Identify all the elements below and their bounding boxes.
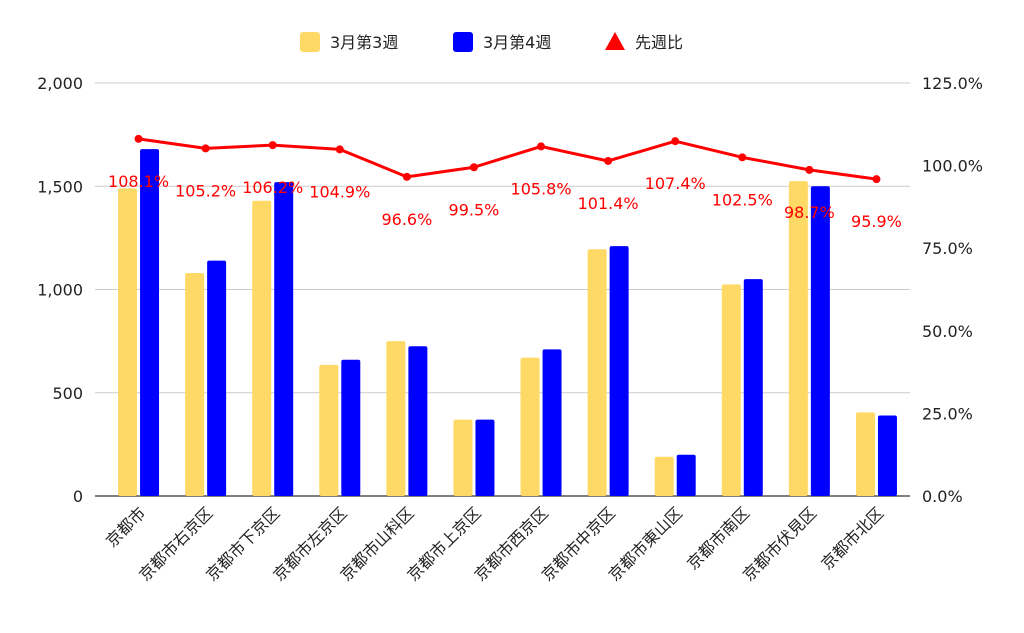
- bar: [520, 357, 540, 496]
- bar: [408, 346, 428, 496]
- ratio-point: [402, 172, 411, 181]
- ratio-data-label: 102.5%: [712, 190, 773, 209]
- bars: [118, 149, 897, 496]
- ratio-data-label: 104.9%: [309, 182, 370, 201]
- legend: 3月第3週 3月第4週 先週比: [300, 32, 683, 52]
- bar: [654, 456, 674, 496]
- bar: [676, 454, 696, 496]
- right-tick-label: 125.0%: [922, 74, 983, 93]
- category-label: 京都市: [102, 503, 149, 550]
- legend-label: 3月第4週: [483, 33, 551, 52]
- left-tick-label: 1,000: [37, 281, 83, 300]
- ratio-point: [604, 156, 613, 165]
- ratio-line: [134, 134, 881, 184]
- left-tick-label: 0: [73, 487, 83, 506]
- left-tick-label: 1,500: [37, 177, 83, 196]
- legend-item-week4: 3月第4週: [453, 32, 551, 52]
- ratio-point: [805, 165, 814, 174]
- category-label: 京都市北区: [817, 503, 887, 573]
- ratio-point: [738, 153, 747, 162]
- ratio-point: [469, 163, 478, 172]
- bar: [587, 249, 607, 496]
- bar: [810, 186, 830, 496]
- ratio-data-label: 98.7%: [784, 203, 835, 222]
- left-tick-label: 500: [52, 384, 83, 403]
- bar: [140, 149, 160, 496]
- right-tick-label: 100.0%: [922, 157, 983, 176]
- legend-triangle-icon: [605, 32, 625, 50]
- category-label: 京都市南区: [683, 503, 753, 573]
- ratio-point: [537, 142, 546, 151]
- bar: [877, 415, 897, 496]
- right-tick-label: 0.0%: [922, 487, 963, 506]
- bar: [185, 272, 205, 496]
- data-labels: 108.1% 105.2% 106.2% 104.9% 96.6% 99.5% 105.8%…: [108, 172, 902, 231]
- legend-swatch: [453, 32, 473, 52]
- ratio-data-label: 95.9%: [851, 212, 902, 231]
- ratio-point: [201, 144, 210, 153]
- ratio-data-label: 105.2%: [175, 181, 236, 200]
- ratio-point: [671, 137, 680, 146]
- ratio-data-label: 105.8%: [511, 179, 572, 198]
- ratio-data-label: 96.6%: [381, 210, 432, 229]
- bar: [609, 246, 629, 496]
- ratio-data-label: 99.5%: [449, 200, 500, 219]
- right-y-axis: 0.0% 25.0% 50.0% 75.0% 100.0% 125.0%: [922, 74, 983, 506]
- right-tick-label: 50.0%: [922, 322, 973, 341]
- bar: [252, 200, 272, 496]
- bar: [319, 364, 339, 496]
- ratio-point: [335, 145, 344, 154]
- gridlines: [95, 82, 910, 497]
- ratio-data-label: 106.2%: [242, 178, 303, 197]
- right-tick-label: 75.0%: [922, 239, 973, 258]
- bar: [207, 260, 227, 496]
- left-tick-label: 2,000: [37, 74, 83, 93]
- ratio-point: [134, 134, 143, 143]
- ratio-data-label: 101.4%: [578, 194, 639, 213]
- x-axis: 京都市京都市右京区京都市下京区京都市左京区京都市山科区京都市上京区京都市西京区京…: [102, 503, 887, 584]
- ratio-data-label: 108.1%: [108, 172, 169, 191]
- bar: [118, 188, 138, 496]
- bar: [855, 412, 875, 496]
- ratio-point: [872, 175, 881, 184]
- bar: [542, 349, 562, 496]
- ratio-point: [268, 141, 277, 150]
- bar: [721, 284, 741, 496]
- bar: [475, 419, 495, 496]
- bar: [341, 359, 361, 496]
- bar: [743, 279, 763, 496]
- legend-item-week3: 3月第3週: [300, 32, 398, 52]
- left-y-axis: 0 500 1,000 1,500 2,000: [37, 74, 83, 506]
- legend-swatch: [300, 32, 320, 52]
- legend-label: 先週比: [635, 33, 683, 52]
- bar: [274, 182, 294, 496]
- right-tick-label: 25.0%: [922, 404, 973, 423]
- ratio-data-label: 107.4%: [645, 174, 706, 193]
- legend-label: 3月第3週: [330, 33, 398, 52]
- bar: [386, 341, 406, 496]
- legend-item-ratio: 先週比: [605, 32, 683, 52]
- bar: [788, 181, 808, 496]
- bar: [453, 419, 473, 496]
- ratio-line-path: [138, 137, 877, 181]
